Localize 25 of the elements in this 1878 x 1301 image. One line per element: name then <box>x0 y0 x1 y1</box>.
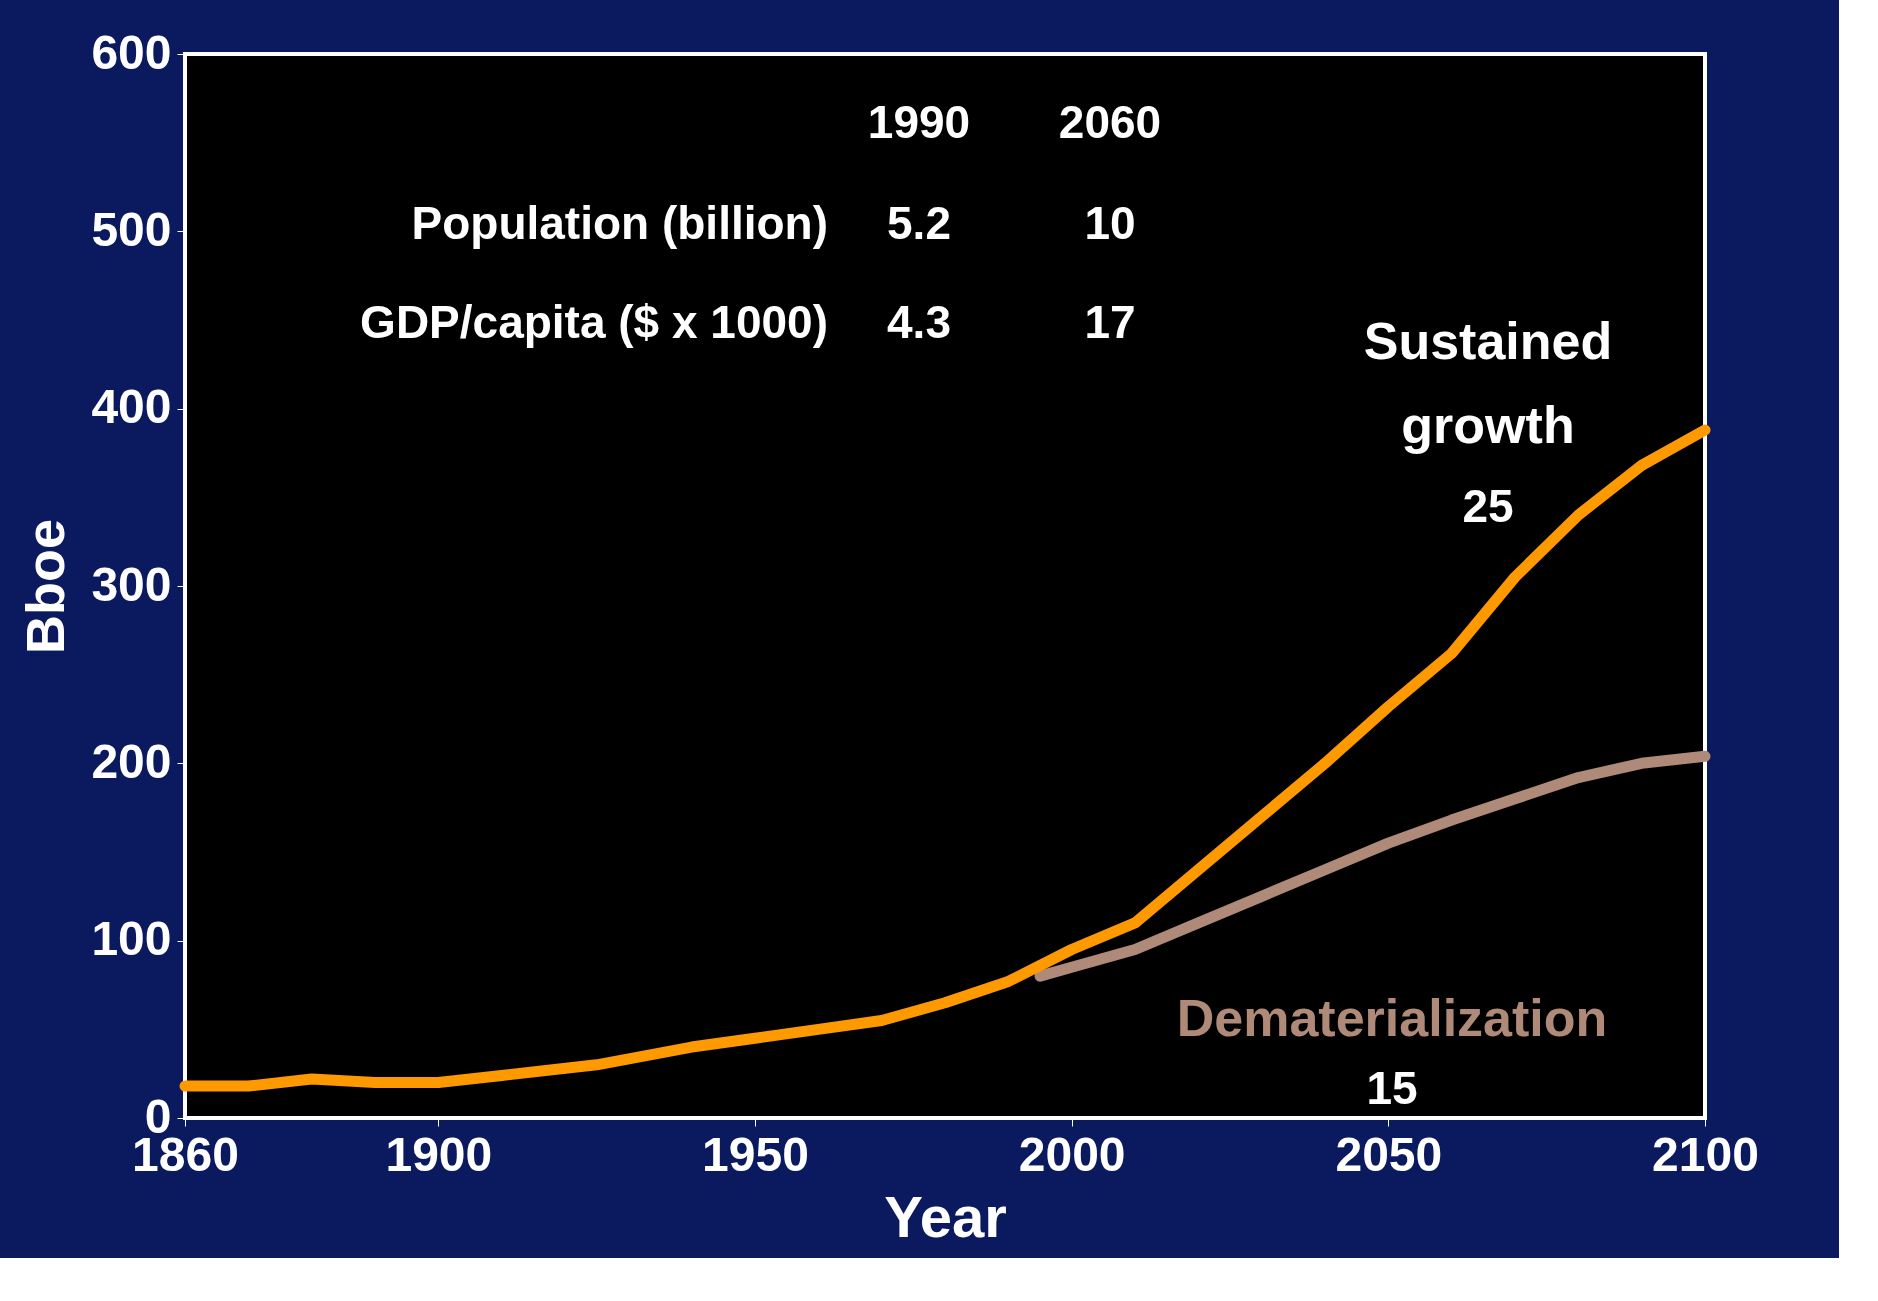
annotation: 15 <box>1366 1062 1418 1114</box>
y-tick-label: 200 <box>91 734 172 788</box>
x-tick-label: 1950 <box>702 1127 809 1181</box>
x-tick-label: 2050 <box>1335 1127 1443 1181</box>
annotation: 10 <box>1084 197 1136 249</box>
annotation: 25 <box>1462 480 1514 532</box>
y-tick-label: 100 <box>91 912 172 966</box>
x-axis-title: Year <box>884 1183 1007 1249</box>
y-axis-title: Bboe <box>15 519 76 654</box>
series-label: Sustained growth <box>1363 312 1613 454</box>
annotation: 17 <box>1084 296 1136 348</box>
series-label: Dematerialization <box>1176 989 1608 1047</box>
y-tick-label: 400 <box>91 380 172 434</box>
y-tick-label: 300 <box>91 557 172 611</box>
y-tick-label: 500 <box>91 202 172 256</box>
annotation: 1990 <box>867 96 971 148</box>
annotation: 4.3 <box>887 296 951 348</box>
x-tick-label: 2000 <box>1018 1127 1126 1181</box>
y-tick-label: 600 <box>91 25 172 79</box>
annotation: 5.2 <box>887 197 951 249</box>
annotation: GDP/capita ($ x 1000) <box>360 296 828 348</box>
x-tick-label: 1900 <box>385 1127 493 1181</box>
annotation: Population (billion) <box>411 197 828 249</box>
x-tick-label: 2100 <box>1652 1127 1759 1181</box>
annotation: 2060 <box>1058 96 1162 148</box>
